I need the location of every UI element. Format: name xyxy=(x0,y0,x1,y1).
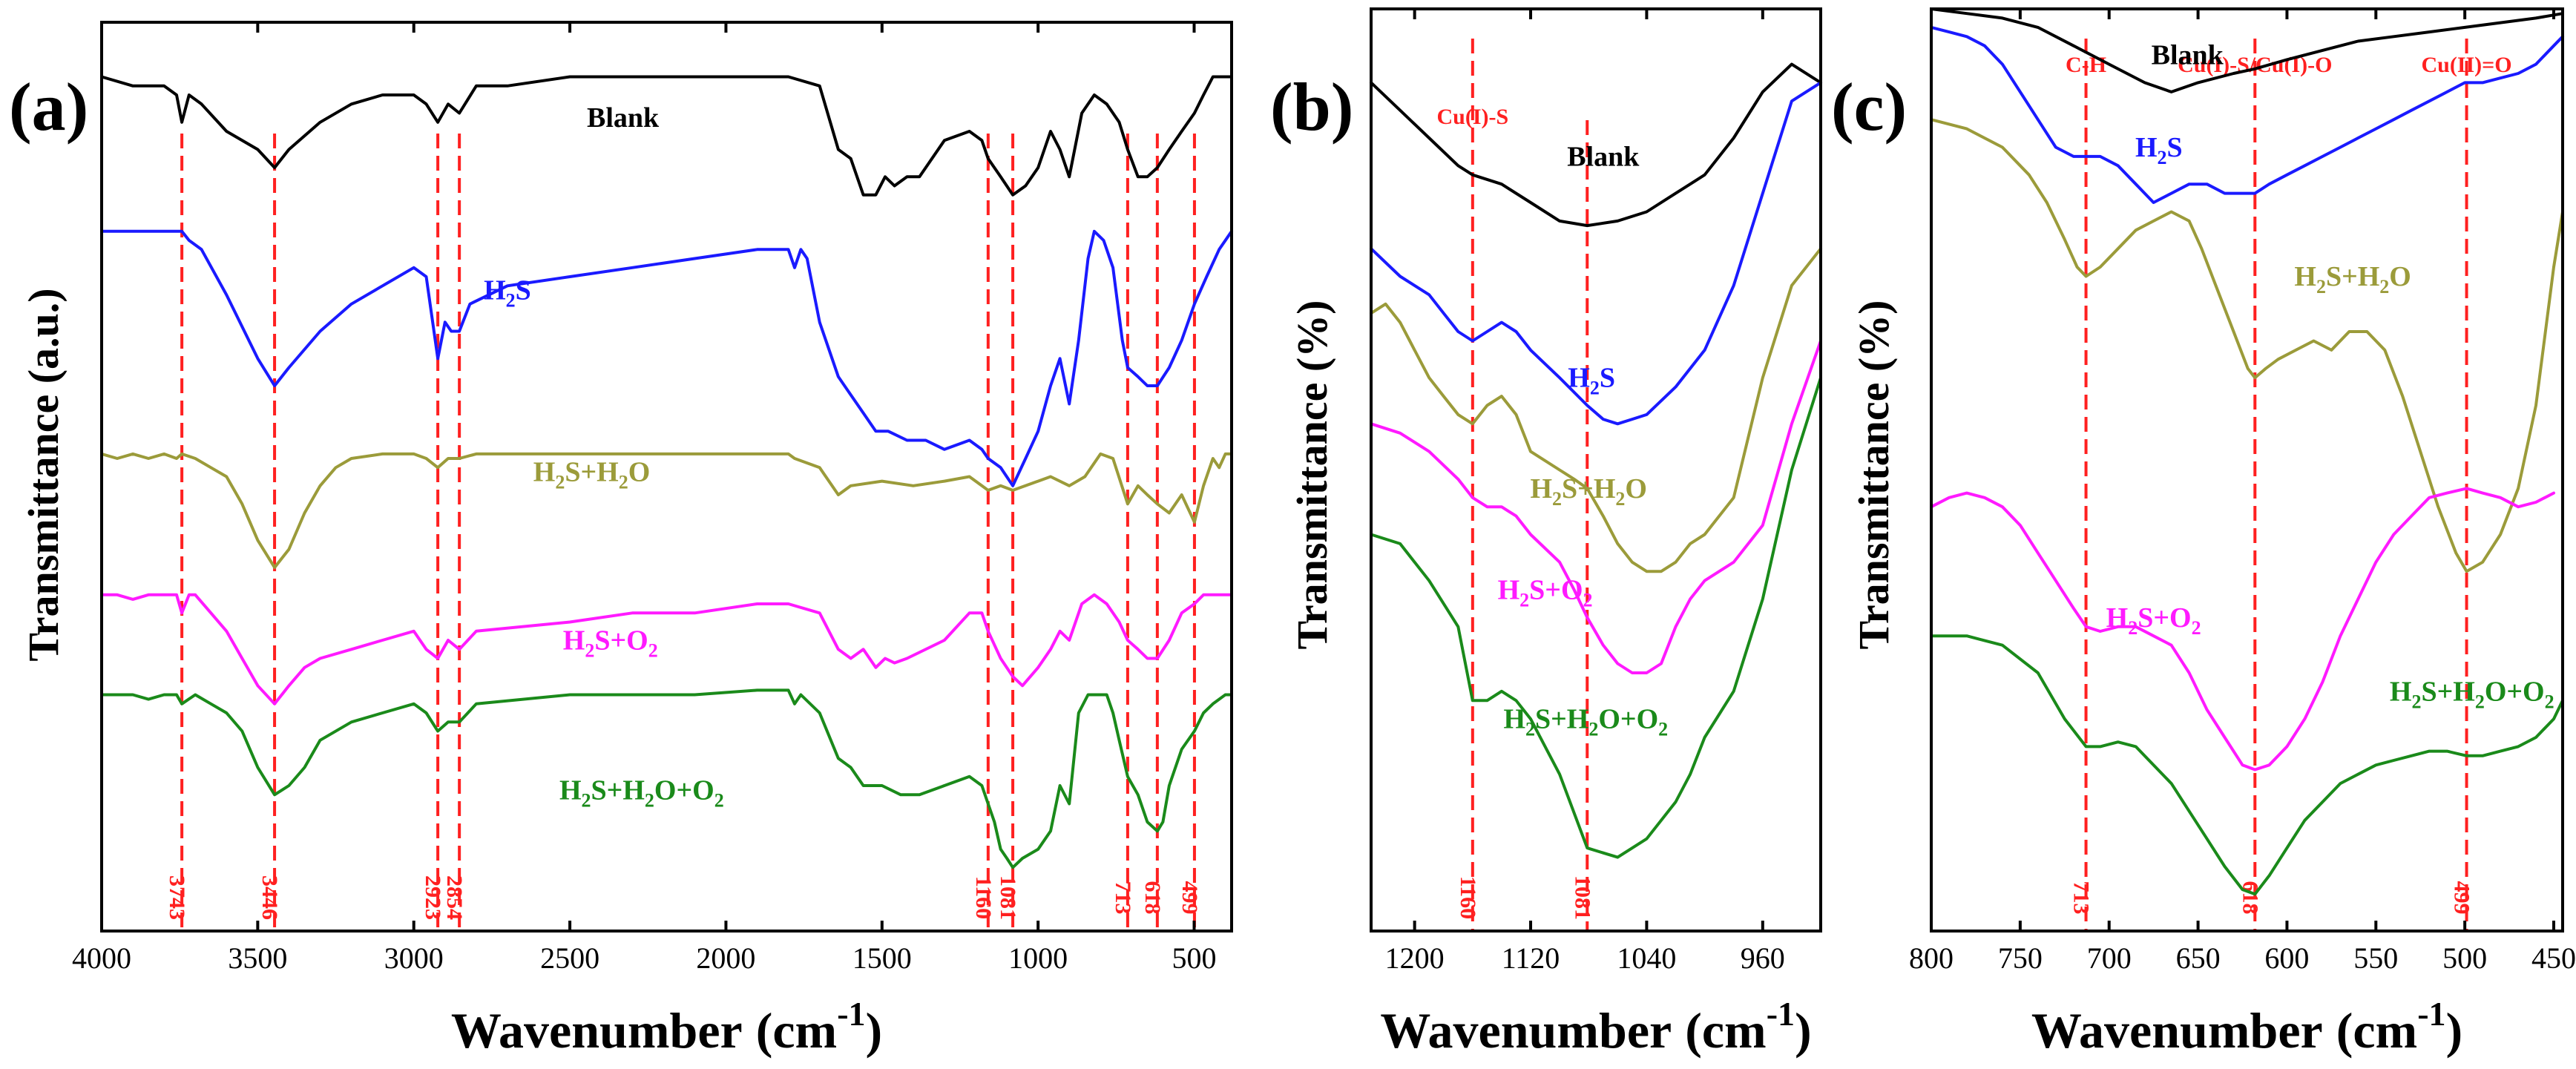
series-label-h2s-o2: H2S+O2 xyxy=(563,625,658,661)
x-tick-label-500: 500 xyxy=(1172,941,1217,975)
x-tick-label-1000: 1000 xyxy=(1008,941,1068,975)
marker-label-3446: 3446 xyxy=(257,875,282,920)
marker-top-label-618: Cu(I)-S/Cu(I)-O xyxy=(2178,53,2332,77)
series-label-h2s-h2o-o2: H2S+H2O+O2 xyxy=(2390,676,2554,712)
x-tick-label-600: 600 xyxy=(2264,941,2309,975)
x-tick-label-1120: 1120 xyxy=(1502,941,1560,975)
series-label-h2s-h2o: H2S+H2O xyxy=(2294,261,2411,297)
series-line-h2s-h2o-o2 xyxy=(1370,376,1822,859)
series-line-blank xyxy=(1930,7,2564,93)
series-line-h2s-h2o-o2 xyxy=(1930,634,2564,896)
plot-frame xyxy=(1370,7,1822,933)
x-axis-label-c: Wavenumber (cm-1) xyxy=(2031,995,2462,1059)
x-tick-label-1500: 1500 xyxy=(852,941,912,975)
panel-c: 713C-H618Cu(I)-S/Cu(I)-O499Cu(II)=OBlank… xyxy=(1831,7,2576,1059)
y-axis-label-c: Transmittance (%) xyxy=(1850,300,1898,650)
panel-label-c: (c) xyxy=(1831,69,1907,145)
x-tick-label-550: 550 xyxy=(2353,941,2398,975)
series-label-blank: Blank xyxy=(2152,40,2224,71)
marker-label-499: 499 xyxy=(1177,881,1202,915)
y-axis-label-b: Transmittance (%) xyxy=(1288,300,1336,650)
marker-label-618: 618 xyxy=(1140,881,1165,915)
series-line-h2s-h2o xyxy=(1370,247,1822,573)
series-line-h2s-o2 xyxy=(1930,487,2555,772)
x-tick-label-4000: 4000 xyxy=(72,941,131,975)
x-tick-label-1200: 1200 xyxy=(1385,941,1445,975)
series-label-h2s-h2o-o2: H2S+H2O+O2 xyxy=(559,774,724,811)
marker-label-1160: 1160 xyxy=(1456,876,1480,919)
x-tick-label-500: 500 xyxy=(2442,941,2487,975)
panel-b: 1160 Cu(I)-S 1081 Blank H2S H2S+H2O H2S+O2 H2S+… xyxy=(1270,7,1822,1059)
x-tick-label-960: 960 xyxy=(1741,941,1785,975)
x-tick-label-3500: 3500 xyxy=(228,941,287,975)
plot-frame xyxy=(100,21,1233,933)
marker-label-1081: 1081 xyxy=(996,875,1020,920)
series-label-h2s-h2o: H2S+H2O xyxy=(533,457,650,493)
series-label-h2s: H2S xyxy=(2135,132,2183,168)
series-line-blank xyxy=(100,75,1233,197)
x-tick-label-3000: 3000 xyxy=(384,941,444,975)
marker-label-713: 713 xyxy=(1111,881,1135,915)
series-line-h2s xyxy=(100,229,1233,487)
panel-label-a: (a) xyxy=(9,69,88,145)
marker-label-2854: 2854 xyxy=(442,875,467,920)
series-label-h2s-o2: H2S+O2 xyxy=(1498,575,1593,611)
series-line-h2s-o2 xyxy=(100,593,1233,705)
series-line-h2s-o2 xyxy=(1370,339,1822,674)
y-axis-label-a: Transmittance (a.u.) xyxy=(19,288,68,661)
series-line-h2s-h2o-o2 xyxy=(100,688,1233,869)
marker-label-1081: 1081 xyxy=(1570,875,1594,920)
marker-top-label-499: Cu(II)=O xyxy=(2421,53,2511,77)
marker-label-3743: 3743 xyxy=(165,875,189,920)
series-line-h2s-h2o xyxy=(1930,118,2564,573)
x-tick-label-800: 800 xyxy=(1909,941,1954,975)
x-tick-label-2000: 2000 xyxy=(696,941,755,975)
series-line-h2s xyxy=(1370,81,1822,426)
x-tick-label-750: 750 xyxy=(1998,941,2043,975)
series-label-blank: Blank xyxy=(1567,141,1640,172)
x-axis-label-a: Wavenumber (cm-1) xyxy=(451,995,882,1059)
series-label-h2s-o2: H2S+O2 xyxy=(2106,602,2201,639)
x-tick-label-2500: 2500 xyxy=(540,941,599,975)
marker-top-label-713: C-H xyxy=(2066,53,2106,77)
marker-label-499: 499 xyxy=(2450,881,2474,915)
series-label-blank: Blank xyxy=(587,102,660,134)
marker-label-1160: 1160 xyxy=(971,876,996,919)
marker-label-713: 713 xyxy=(2069,881,2094,915)
x-axis-label-b: Wavenumber (cm-1) xyxy=(1380,995,1811,1059)
series-label-h2s-h2o: H2S+H2O xyxy=(1530,473,1646,510)
plot-frame xyxy=(1930,7,2564,933)
marker-top-label-1160: Cu(I)-S xyxy=(1436,105,1508,129)
panel-label-b: (b) xyxy=(1270,69,1353,145)
series-line-h2s xyxy=(1930,25,2564,204)
x-tick-label-700: 700 xyxy=(2087,941,2132,975)
x-tick-label-1040: 1040 xyxy=(1617,941,1676,975)
series-line-blank xyxy=(1370,62,1822,228)
marker-label-2923: 2923 xyxy=(421,875,445,920)
series-label-h2s: H2S xyxy=(484,275,531,312)
series-label-h2s: H2S xyxy=(1568,363,1615,399)
x-tick-label-650: 650 xyxy=(2176,941,2221,975)
series-label-h2s-h2o-o2: H2S+H2O+O2 xyxy=(1503,704,1668,740)
series-line-h2s-h2o xyxy=(100,452,1233,569)
x-tick-label-450: 450 xyxy=(2531,941,2576,975)
